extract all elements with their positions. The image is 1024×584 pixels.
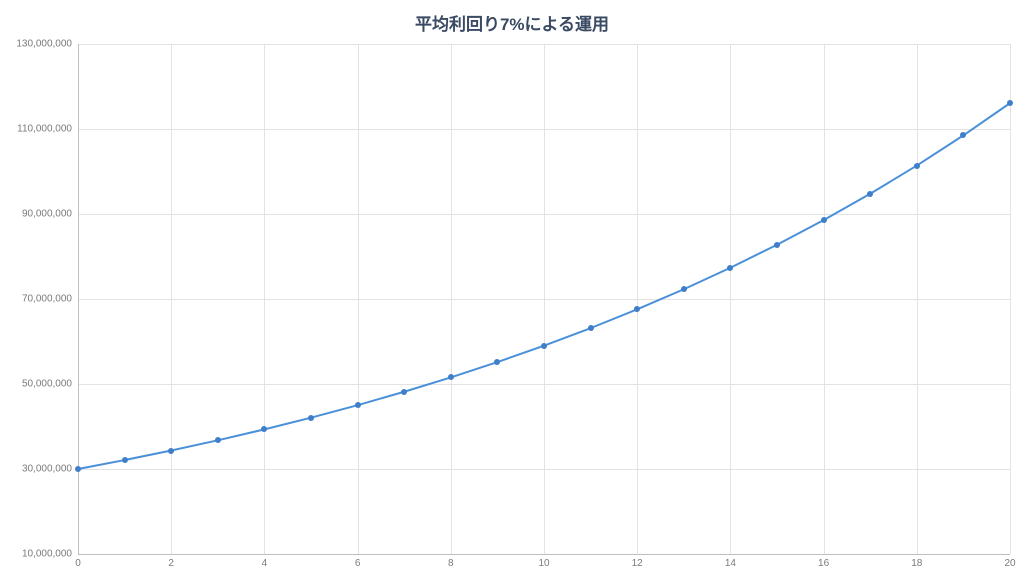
data-point [541, 343, 547, 349]
data-point [681, 286, 687, 292]
data-point [727, 265, 733, 271]
data-point [588, 325, 594, 331]
y-tick-label: 10,000,000 [22, 549, 78, 560]
chart-title: 平均利回り7%による運用 [0, 10, 1024, 35]
x-tick-label: 10 [538, 554, 549, 569]
x-tick-label: 6 [355, 554, 361, 569]
y-tick-label: 50,000,000 [22, 379, 78, 390]
x-tick-label: 20 [1004, 554, 1015, 569]
data-point [308, 415, 314, 421]
x-axis-line [78, 554, 1010, 555]
x-tick-label: 16 [818, 554, 829, 569]
y-tick-label: 90,000,000 [22, 209, 78, 220]
y-tick-label: 130,000,000 [16, 39, 78, 50]
data-point [774, 242, 780, 248]
data-point [821, 217, 827, 223]
x-tick-label: 14 [725, 554, 736, 569]
data-point [168, 448, 174, 454]
line-layer [78, 44, 1010, 554]
x-tick-label: 8 [448, 554, 454, 569]
data-point [75, 466, 81, 472]
x-tick-label: 0 [75, 554, 81, 569]
plot-area: 10,000,00030,000,00050,000,00070,000,000… [78, 44, 1010, 554]
data-point [634, 306, 640, 312]
x-tick-label: 18 [911, 554, 922, 569]
y-tick-label: 70,000,000 [22, 294, 78, 305]
data-point [122, 457, 128, 463]
series-line [78, 103, 1010, 469]
y-tick-label: 30,000,000 [22, 464, 78, 475]
data-point [867, 191, 873, 197]
data-point [401, 389, 407, 395]
data-point [494, 359, 500, 365]
data-point [355, 402, 361, 408]
x-tick-label: 2 [168, 554, 174, 569]
growth-chart: 平均利回り7%による運用 10,000,00030,000,00050,000,… [0, 0, 1024, 584]
data-point [448, 374, 454, 380]
data-point [1007, 100, 1013, 106]
gridline-vertical [1010, 44, 1011, 554]
data-point [960, 132, 966, 138]
x-tick-label: 4 [262, 554, 268, 569]
x-tick-label: 12 [632, 554, 643, 569]
data-point [914, 163, 920, 169]
data-point [261, 426, 267, 432]
data-point [215, 437, 221, 443]
y-tick-label: 110,000,000 [17, 124, 78, 135]
